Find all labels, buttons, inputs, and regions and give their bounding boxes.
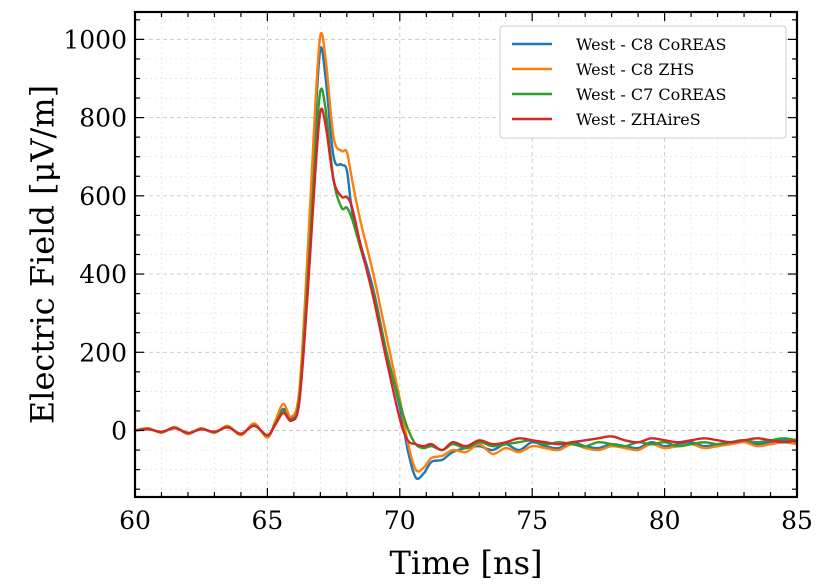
x-axis-label: Time [ns]: [389, 544, 542, 582]
axis-ticks: [134, 12, 798, 497]
legend-label: West - C7 CoREAS: [576, 85, 726, 104]
x-tick-label: 60: [119, 506, 151, 535]
y-tick-label: 1000: [63, 25, 127, 54]
legend: West - C8 CoREAS West - C8 ZHS West - C7 C…: [499, 25, 787, 139]
y-axis-label: Electric Field [μV/m]: [24, 85, 62, 424]
x-tick-label: 80: [649, 506, 681, 535]
y-tick-label: 400: [79, 260, 127, 289]
legend-label: West - C8 CoREAS: [576, 35, 726, 54]
y-tick-label: 200: [79, 338, 127, 367]
x-tick-label: 75: [516, 506, 548, 535]
series-lines: [133, 31, 799, 481]
y-tick-label: 800: [79, 104, 127, 133]
legend-label: West - C8 ZHS: [576, 60, 694, 79]
y-tick-label: 600: [79, 182, 127, 211]
x-tick-label: 70: [384, 506, 416, 535]
series-line: [133, 87, 799, 452]
series-line: [133, 31, 799, 473]
x-tick-label: 65: [251, 506, 283, 535]
tick-labels: 60 65 70 75 80 85 0 200 400 600 800 1000: [63, 25, 813, 535]
series-line: [133, 107, 799, 452]
y-tick-label: 0: [111, 417, 127, 446]
legend-label: West - ZHAireS: [576, 110, 701, 129]
x-tick-label: 85: [781, 506, 813, 535]
legend-box: [499, 25, 787, 139]
